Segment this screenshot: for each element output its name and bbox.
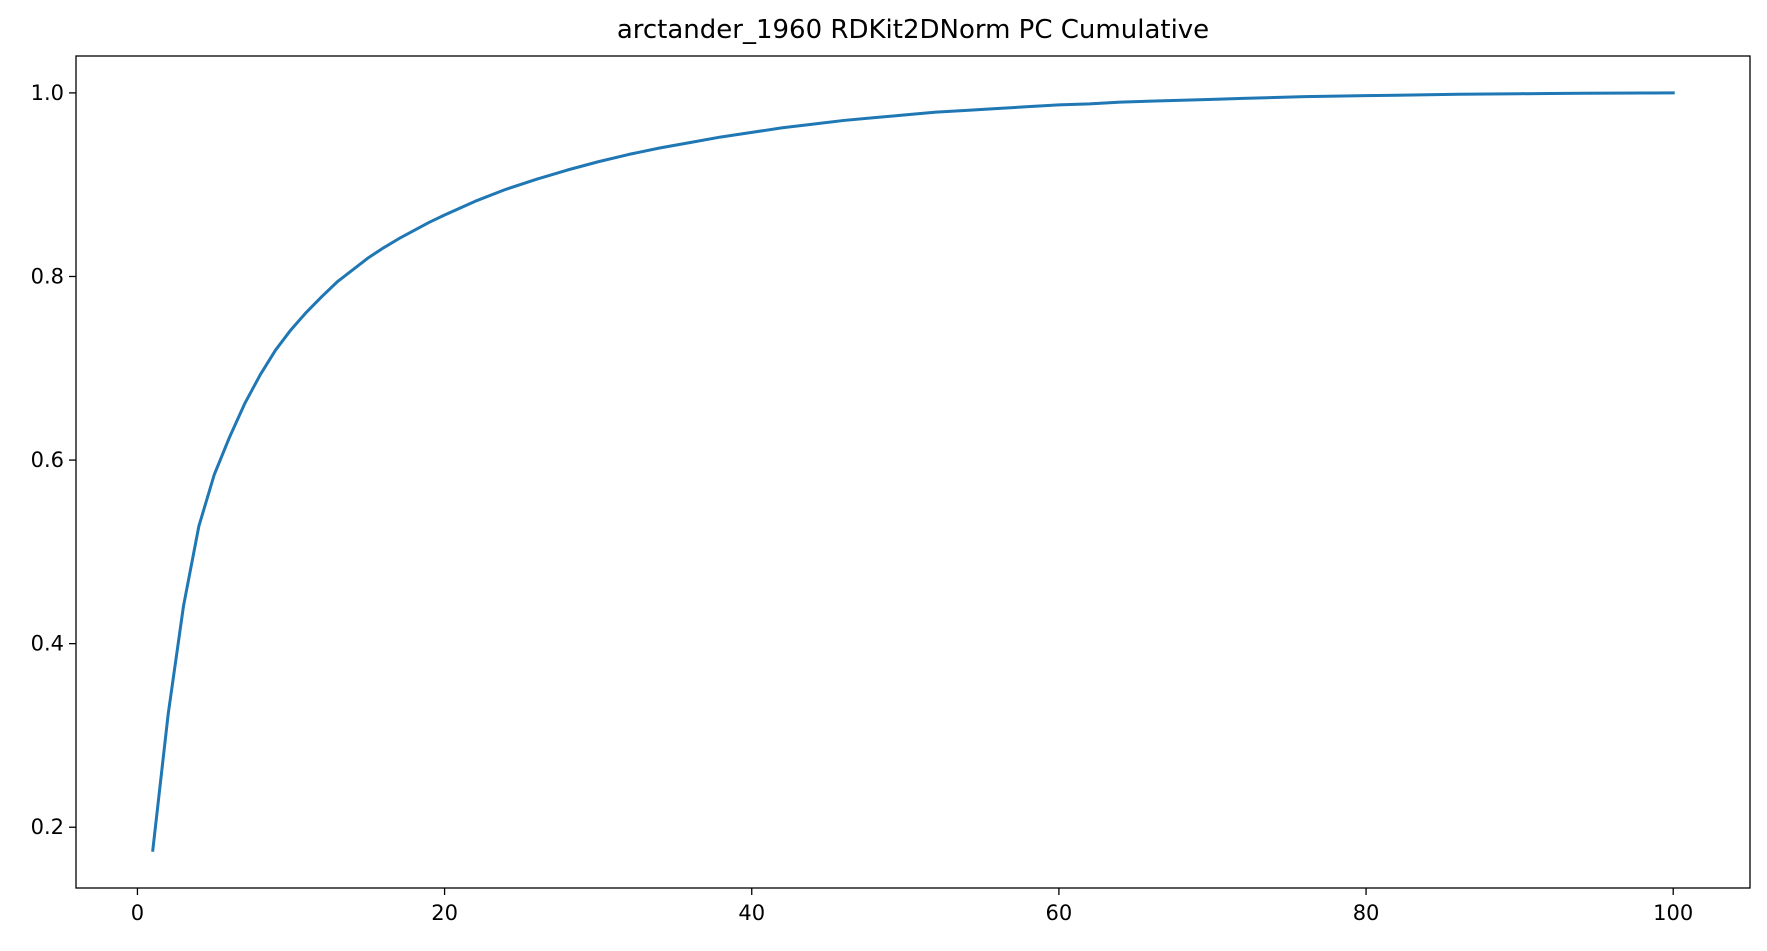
x-tick-label: 0 [131,901,144,925]
x-tick-label: 60 [1046,901,1073,925]
y-tick-label: 0.8 [31,264,64,288]
plot-frame [75,55,1751,889]
x-tick-label: 20 [431,901,458,925]
x-tick-label: 80 [1353,901,1380,925]
series-line-0 [151,91,1675,852]
x-tick-label: 40 [738,901,765,925]
y-tick-label: 0.4 [31,632,64,656]
chart-title: arctander_1960 RDKit2DNorm PC Cumulative [617,15,1209,45]
y-tick-label: 1.0 [31,81,64,105]
y-tick-label: 0.2 [31,815,64,839]
y-tick-label: 0.6 [31,448,64,472]
x-tick-label: 100 [1653,901,1693,925]
